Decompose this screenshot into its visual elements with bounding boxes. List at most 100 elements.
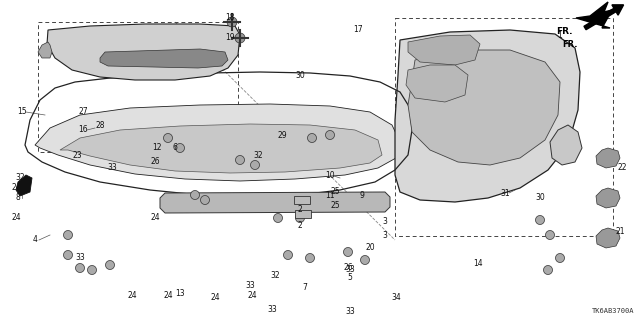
Text: 25: 25: [330, 188, 340, 196]
Polygon shape: [47, 24, 240, 80]
Text: 17: 17: [353, 26, 363, 35]
Circle shape: [326, 131, 335, 140]
Text: 33: 33: [245, 281, 255, 290]
Polygon shape: [395, 30, 580, 202]
Circle shape: [536, 215, 545, 225]
Circle shape: [250, 161, 259, 170]
Text: 24: 24: [11, 183, 21, 193]
Text: 9: 9: [360, 191, 364, 201]
Text: 18: 18: [225, 13, 235, 22]
Text: 24: 24: [127, 291, 137, 300]
Text: 32: 32: [253, 150, 263, 159]
Text: 2: 2: [298, 205, 302, 214]
Polygon shape: [35, 104, 400, 181]
Polygon shape: [100, 49, 228, 68]
Circle shape: [191, 190, 200, 199]
Text: 24: 24: [163, 291, 173, 300]
Circle shape: [273, 213, 282, 222]
Text: 30: 30: [295, 70, 305, 79]
Circle shape: [63, 251, 72, 260]
Polygon shape: [550, 125, 582, 165]
Text: 24: 24: [150, 213, 160, 222]
Circle shape: [236, 156, 244, 164]
Text: 33: 33: [345, 266, 355, 275]
Circle shape: [543, 266, 552, 275]
Text: 14: 14: [473, 259, 483, 268]
Circle shape: [163, 133, 173, 142]
Text: 32: 32: [270, 270, 280, 279]
Text: 33: 33: [107, 164, 117, 172]
Text: 11: 11: [325, 191, 335, 201]
Bar: [38, 22, 238, 152]
Text: 2: 2: [298, 220, 302, 229]
Polygon shape: [408, 50, 560, 165]
Circle shape: [305, 253, 314, 262]
Polygon shape: [408, 35, 480, 65]
Text: 33: 33: [75, 253, 85, 262]
Text: 33: 33: [267, 306, 277, 315]
Bar: [395, 18, 613, 236]
Circle shape: [545, 230, 554, 239]
Circle shape: [63, 230, 72, 239]
Circle shape: [76, 263, 84, 273]
Text: 29: 29: [277, 131, 287, 140]
Circle shape: [360, 255, 369, 265]
Circle shape: [556, 253, 564, 262]
Text: 20: 20: [365, 244, 375, 252]
Bar: [294, 196, 310, 204]
Text: 25: 25: [330, 201, 340, 210]
Text: 5: 5: [348, 274, 353, 283]
Text: 34: 34: [391, 293, 401, 302]
Text: 23: 23: [72, 150, 82, 159]
Text: 22: 22: [617, 164, 627, 172]
Text: 7: 7: [303, 284, 307, 292]
Text: 12: 12: [152, 143, 162, 153]
Text: 33: 33: [345, 308, 355, 316]
Bar: [295, 210, 311, 218]
Text: 4: 4: [33, 236, 37, 244]
Circle shape: [200, 196, 209, 204]
Text: 1: 1: [557, 30, 563, 39]
Polygon shape: [60, 124, 382, 173]
Text: 6: 6: [173, 143, 177, 153]
Text: 26: 26: [343, 263, 353, 273]
Text: 28: 28: [95, 121, 105, 130]
Polygon shape: [160, 192, 390, 213]
Polygon shape: [16, 175, 32, 196]
Text: 30: 30: [535, 194, 545, 203]
Text: 13: 13: [175, 289, 185, 298]
Circle shape: [106, 260, 115, 269]
Text: 15: 15: [17, 108, 27, 116]
FancyArrow shape: [584, 5, 623, 30]
Circle shape: [175, 143, 184, 153]
Text: 26: 26: [150, 157, 160, 166]
Text: 19: 19: [225, 34, 235, 43]
Text: FR.: FR.: [563, 40, 578, 49]
Circle shape: [296, 213, 305, 222]
Text: 8: 8: [15, 194, 20, 203]
Text: TK6AB3700A: TK6AB3700A: [591, 308, 634, 314]
Circle shape: [284, 251, 292, 260]
Circle shape: [88, 266, 97, 275]
Polygon shape: [596, 188, 620, 208]
Circle shape: [307, 133, 317, 142]
Text: 27: 27: [78, 108, 88, 116]
Text: 24: 24: [210, 293, 220, 302]
Circle shape: [235, 33, 245, 43]
Circle shape: [227, 17, 237, 27]
Text: 16: 16: [78, 125, 88, 134]
Text: 21: 21: [615, 228, 625, 236]
Text: 10: 10: [325, 172, 335, 180]
Text: FR.: FR.: [557, 28, 573, 36]
Text: 31: 31: [500, 188, 510, 197]
Circle shape: [344, 247, 353, 257]
Polygon shape: [596, 148, 620, 168]
Text: 3: 3: [383, 218, 387, 227]
Polygon shape: [406, 65, 468, 102]
Polygon shape: [38, 42, 52, 58]
Text: 24: 24: [247, 291, 257, 300]
Polygon shape: [576, 2, 612, 28]
Text: 24: 24: [11, 213, 21, 222]
Text: 32: 32: [15, 173, 25, 182]
Polygon shape: [596, 228, 620, 248]
